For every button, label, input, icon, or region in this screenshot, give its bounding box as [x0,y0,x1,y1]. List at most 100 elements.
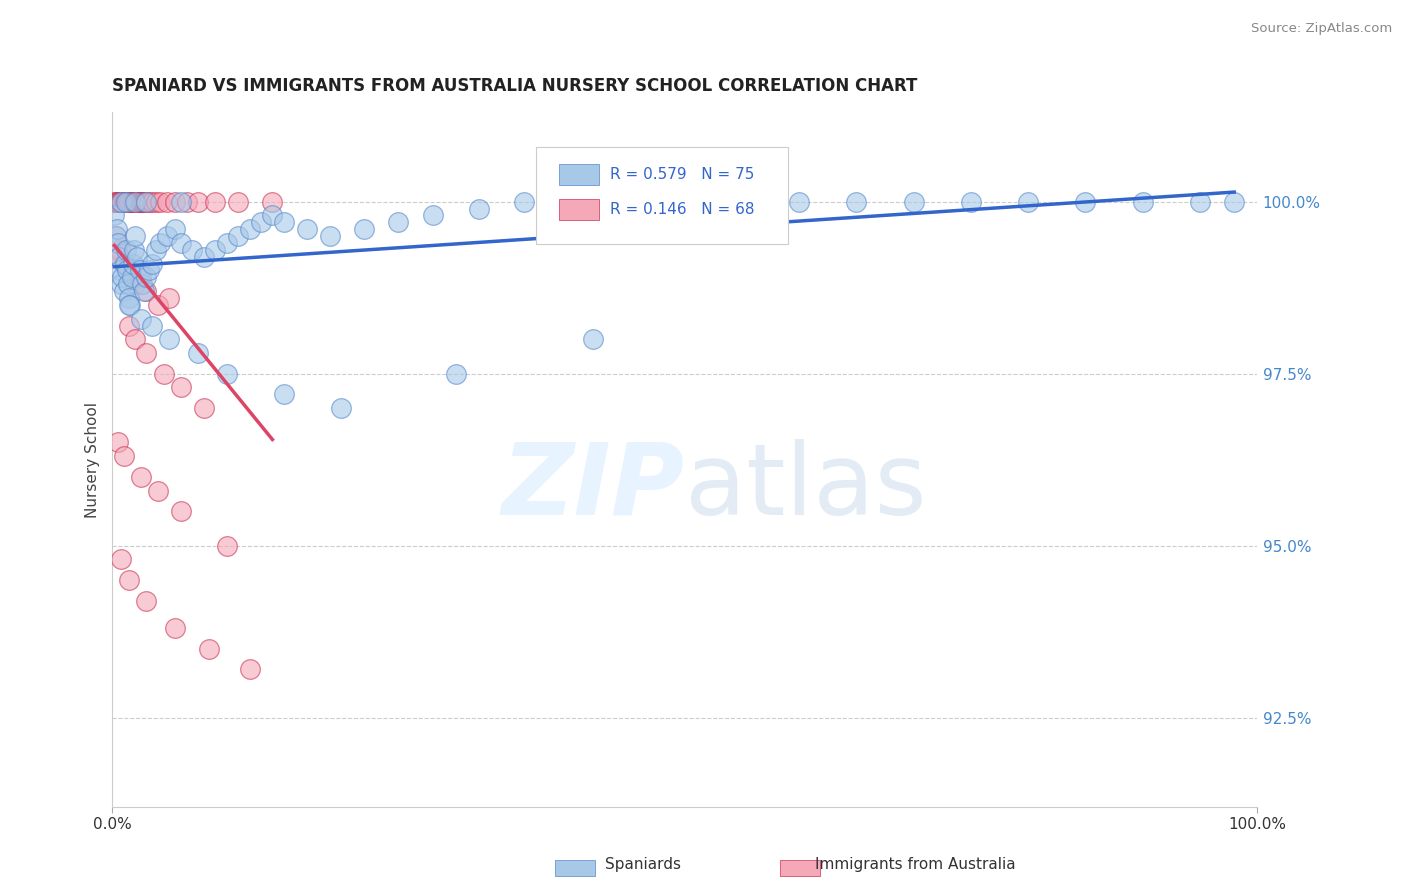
Point [135,270,157,285]
Point [115,243,138,257]
Point [138,263,160,277]
Point [141,318,163,333]
Bar [558,199,599,220]
Point [118,573,141,587]
Point [141,194,163,209]
Point [787,194,810,209]
Point [960,194,983,209]
Point [135,346,157,360]
Point [118,263,141,277]
Point [731,194,754,209]
Point [903,194,925,209]
Point [121,194,143,209]
Point [226,194,249,209]
Point [108,194,131,209]
Point [204,194,226,209]
Point [273,215,295,229]
Point [134,284,156,298]
Point [145,243,167,257]
Point [250,215,273,229]
Point [135,284,157,298]
Point [198,641,221,656]
Point [120,298,142,312]
Bar [558,164,599,186]
Point [112,449,135,463]
Point [165,194,187,209]
Text: Spaniards: Spaniards [605,857,681,872]
Point [129,194,152,209]
Point [112,284,135,298]
Text: Immigrants from Australia: Immigrants from Australia [815,857,1017,872]
Point [135,194,157,209]
Point [330,401,353,415]
Point [110,552,132,566]
Point [114,194,136,209]
Y-axis label: Nursery School: Nursery School [86,401,100,517]
Point [273,387,295,401]
Point [1017,194,1039,209]
Point [138,194,160,209]
Point [117,194,139,209]
Point [107,435,129,450]
Point [1074,194,1097,209]
Point [118,194,141,209]
Point [165,222,187,236]
Point [1188,194,1211,209]
FancyBboxPatch shape [536,147,787,244]
Text: R = 0.579   N = 75: R = 0.579 N = 75 [610,168,755,182]
Point [124,332,146,346]
Point [110,194,132,209]
Point [112,257,135,271]
Point [124,229,146,244]
Point [135,593,157,607]
Point [152,367,174,381]
Point [108,250,131,264]
Text: SPANIARD VS IMMIGRANTS FROM AUSTRALIA NURSERY SCHOOL CORRELATION CHART: SPANIARD VS IMMIGRANTS FROM AUSTRALIA NU… [112,78,918,95]
Point [157,291,180,305]
Point [193,401,215,415]
Point [149,235,172,250]
Point [105,243,128,257]
Point [170,235,193,250]
Point [105,194,128,209]
Point [124,194,146,209]
Point [108,194,131,209]
Text: ZIP: ZIP [502,439,685,536]
Point [673,194,696,209]
Point [124,194,146,209]
Point [170,194,193,209]
Point [157,332,180,346]
Point [131,194,153,209]
Point [118,298,141,312]
Point [108,243,131,257]
Point [146,483,169,498]
Point [134,194,156,209]
Point [125,194,148,209]
Point [845,194,868,209]
Point [122,194,145,209]
Point [115,194,138,209]
Point [170,380,193,394]
Point [204,243,226,257]
Point [103,209,125,223]
Point [262,209,284,223]
Point [422,209,444,223]
Point [187,346,209,360]
Point [215,539,238,553]
Point [121,270,143,285]
Point [104,229,127,244]
Point [111,194,134,209]
Point [103,194,125,209]
Point [444,367,467,381]
Point [1132,194,1154,209]
Point [156,194,179,209]
Point [238,222,260,236]
Point [108,263,131,277]
Point [187,194,209,209]
Point [170,504,193,518]
Point [112,194,135,209]
Point [104,194,127,209]
Point [226,229,249,244]
Point [132,194,155,209]
Point [262,194,284,209]
